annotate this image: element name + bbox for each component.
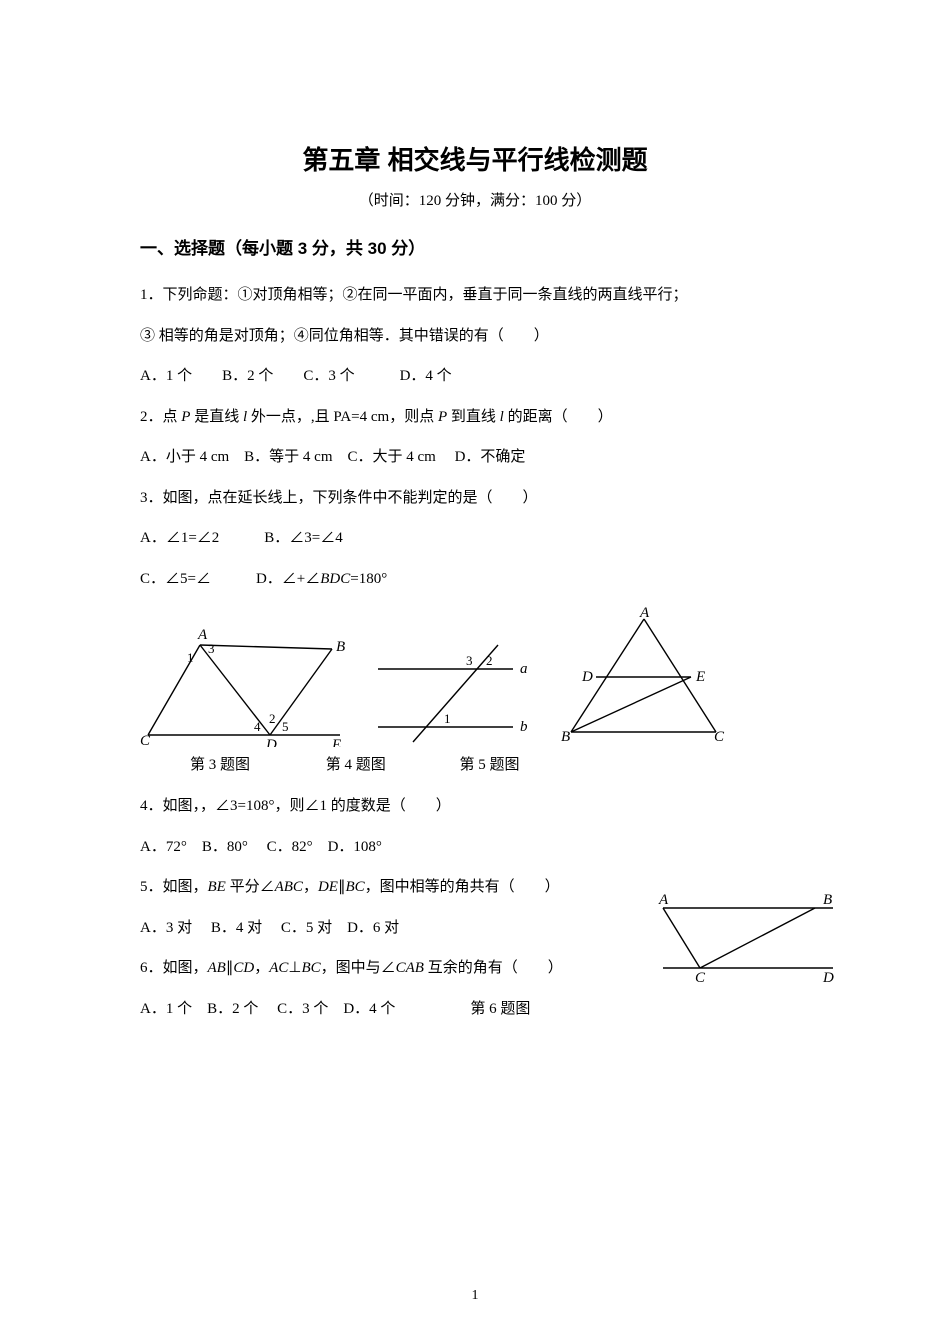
fig3-n2: 2 — [269, 711, 276, 726]
figure-q6: A B C D — [655, 890, 840, 985]
figure-q4: a b 1 2 3 — [368, 637, 538, 747]
fig5-label-b: B — [561, 729, 570, 745]
q5-mid2: ， — [303, 879, 318, 895]
q4-options: A．72° B．80° C．82° D．108° — [140, 827, 810, 868]
q6-cd: CD — [233, 960, 254, 976]
section-one-heading: 一、选择题（每小题 3 分，共 30 分） — [140, 234, 810, 259]
fig4-label-a: a — [520, 661, 528, 677]
fig3-n5: 5 — [282, 719, 289, 734]
fig3-n4: 4 — [254, 719, 261, 734]
q5-pre: 5．如图， — [140, 879, 208, 895]
fig3-label-b: B — [336, 639, 345, 655]
q6-c1: ， — [254, 960, 269, 976]
fig3-label-d: D — [265, 737, 277, 747]
fig5-label-a: A — [639, 607, 650, 621]
fig4-n1: 1 — [444, 711, 451, 726]
test-info: （时间：120 分钟，满分：100 分） — [140, 189, 810, 210]
q6-perp: ⊥ — [288, 960, 301, 976]
fig4-label-b: b — [520, 719, 528, 735]
q2-point-p2: P — [438, 409, 447, 425]
fig5-label-e: E — [695, 669, 705, 685]
q1-line1: 1．下列命题：①对顶角相等；②在同一平面内，垂直于同一条直线的两直线平行； — [140, 275, 810, 316]
q3-options-ab: A．∠1=∠2 B．∠3=∠4 — [140, 518, 810, 559]
fig4-n3: 3 — [466, 653, 473, 668]
q5-be: BE — [208, 879, 226, 895]
fig5-label-c: C — [714, 729, 725, 745]
fig3-n3: 3 — [208, 641, 215, 656]
fig3-label-a: A — [197, 627, 208, 643]
q6-bc: BC — [301, 960, 320, 976]
fig3-label-e: E — [331, 737, 341, 747]
q5-mid1: 平分∠ — [226, 879, 275, 895]
q2-pre: 2．点 — [140, 409, 181, 425]
q2-mid1: 是直线 — [190, 409, 243, 425]
document-page: 第五章 相交线与平行线检测题 （时间：120 分钟，满分：100 分） 一、选择… — [0, 0, 950, 1344]
q2: 2．点 P 是直线 l 外一点，,且 PA=4 cm，则点 P 到直线 l 的距… — [140, 397, 810, 438]
q2-end: 的距离（ ） — [504, 409, 613, 425]
q1-options: A．1 个 B．2 个 C．3 个 D．4 个 — [140, 356, 810, 397]
figure-q3: A B C D E 1 3 2 4 5 — [140, 617, 350, 747]
q6-ac: AC — [269, 960, 288, 976]
fig-label-4: 第 4 题图 — [326, 753, 456, 774]
chapter-title: 第五章 相交线与平行线检测题 — [140, 140, 810, 177]
fig6-label-a: A — [658, 892, 669, 908]
q2-mid2: 外一点，,且 PA=4 cm，则点 — [247, 409, 438, 425]
q3-options-cd: C．∠5=∠ D．∠+∠BDC=180° — [140, 559, 810, 600]
q2-options: A．小于 4 cm B．等于 4 cm C．大于 4 cm D．不确定 — [140, 437, 810, 478]
q5-abc: ABC — [275, 879, 303, 895]
fig3-label-c: C — [140, 733, 151, 747]
fig-label-5: 第 5 题图 — [460, 753, 520, 774]
fig-label-3: 第 3 题图 — [190, 753, 322, 774]
fig5-label-d: D — [581, 669, 593, 685]
q3-optc-pre: C．∠5=∠ D．∠+∠ — [140, 571, 320, 587]
q5-bc: BC — [345, 879, 364, 895]
figure-labels-row: 第 3 题图 第 4 题图 第 5 题图 — [190, 753, 810, 774]
q3: 3．如图，点在延长线上，下列条件中不能判定的是（ ） — [140, 478, 810, 519]
fig4-n2: 2 — [486, 653, 493, 668]
q3-optc-end: =180° — [350, 571, 387, 587]
q6-mid: ，图中与∠ — [321, 960, 396, 976]
q3-bdc: BDC — [320, 571, 350, 587]
q1-line2: ③ 相等的角是对顶角；④同位角相等．其中错误的有（ ） — [140, 316, 810, 357]
q5-de: DE — [318, 879, 338, 895]
fig6-label-d: D — [822, 970, 834, 985]
page-number: 1 — [0, 1288, 950, 1304]
fig3-n1: 1 — [187, 650, 194, 665]
q4: 4．如图，，∠3=108°，则∠1 的度数是（ ） — [140, 786, 810, 827]
q6-pre: 6．如图， — [140, 960, 208, 976]
fig6-label-c: C — [695, 970, 706, 985]
q5-end: ，图中相等的角共有（ ） — [365, 879, 560, 895]
q6-options: A．1 个 B．2 个 C．3 个 D．4 个 第 6 题图 — [140, 989, 810, 1030]
q2-mid3: 到直线 — [447, 409, 500, 425]
fig6-label-b: B — [823, 892, 832, 908]
q6-cab: CAB — [396, 960, 424, 976]
q6-end: 互余的角有（ ） — [424, 960, 563, 976]
q6-ab: AB — [208, 960, 226, 976]
figures-row: A B C D E 1 3 2 4 5 a b — [140, 607, 810, 747]
figure-q5: A B C D E — [556, 607, 726, 747]
